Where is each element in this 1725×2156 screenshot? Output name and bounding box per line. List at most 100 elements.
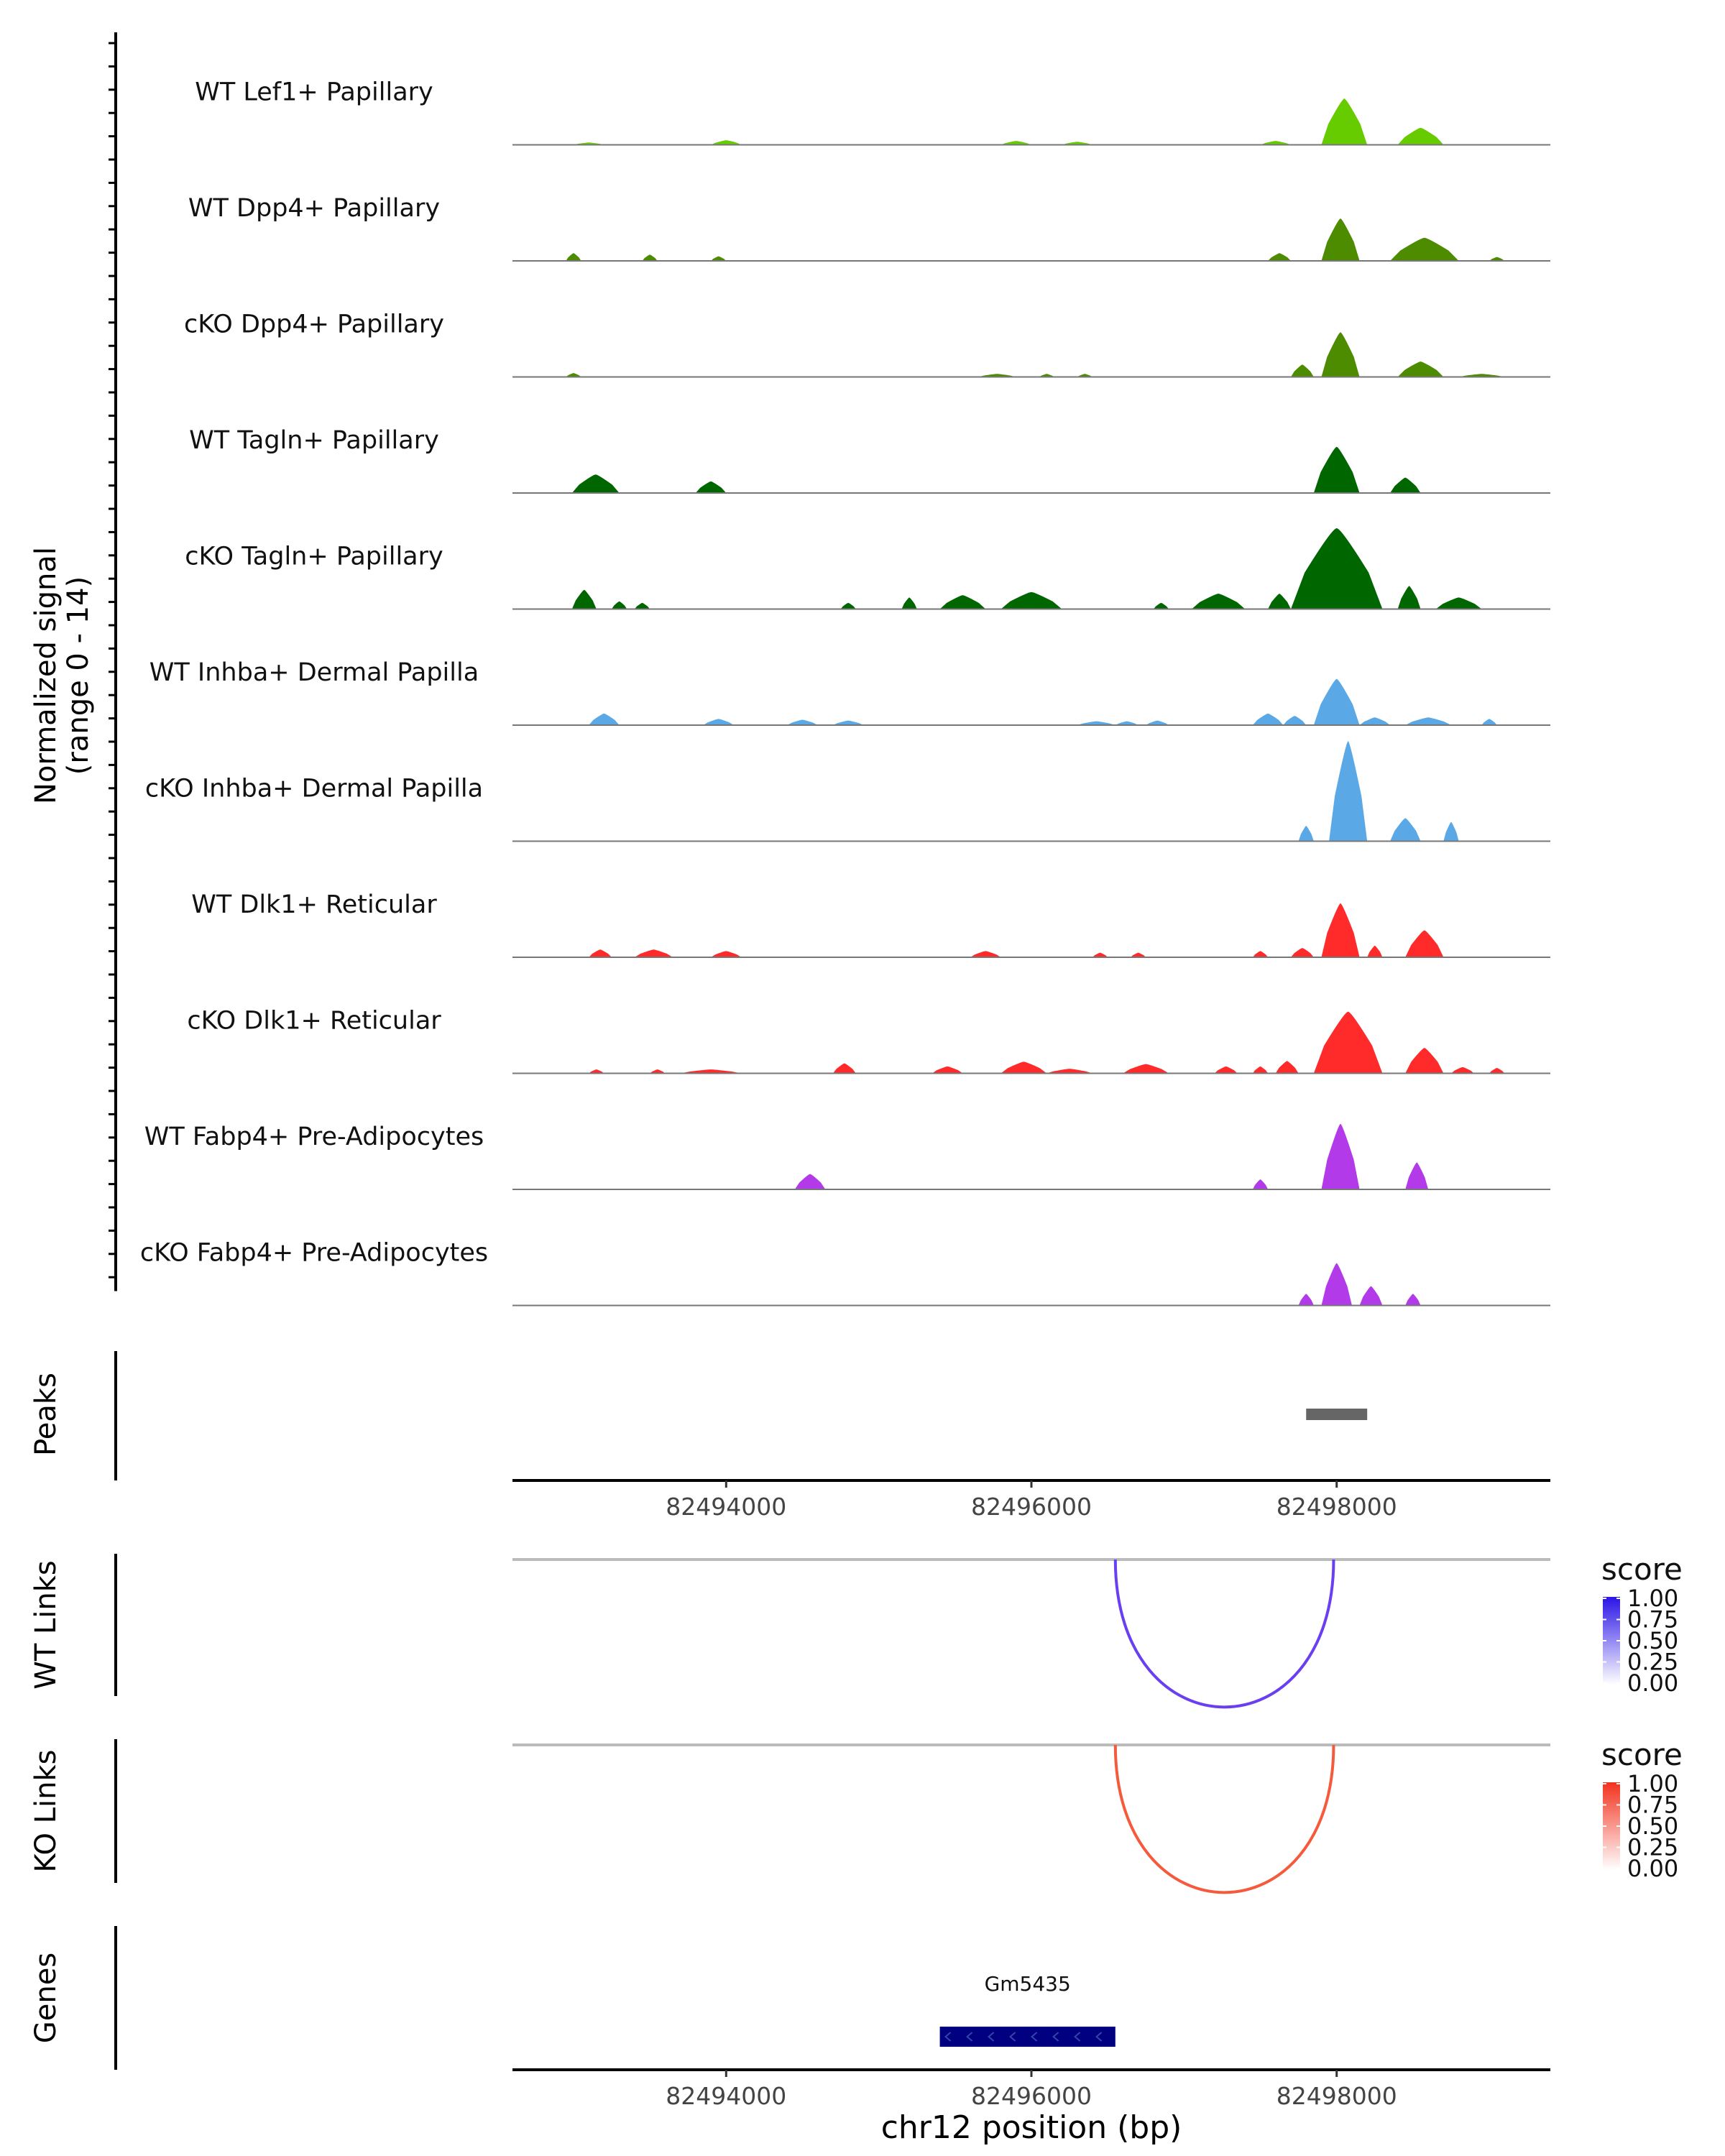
coverage-peak	[1359, 717, 1391, 725]
coverage-peak	[1062, 142, 1092, 145]
coverage-peak	[1397, 361, 1444, 377]
coverage-peak	[1000, 141, 1031, 145]
legend-tick-label: 0.25	[1627, 1834, 1678, 1861]
peaks-x-tick-label: 82496000	[971, 1493, 1092, 1521]
coverage-peak	[695, 481, 727, 493]
coverage-peak	[1489, 257, 1505, 261]
track-label: cKO Dlk1+ Reticular	[187, 1007, 441, 1036]
coverage-peak	[1252, 1066, 1269, 1074]
coverage-y-label-line2: (range 0 - 14)	[62, 576, 95, 775]
link-arc	[1113, 1559, 1335, 1709]
coverage-track: cKO Inhba+ Dermal Papilla	[145, 741, 1550, 842]
coverage-peak	[1321, 218, 1360, 261]
link-track-label: WT Links	[29, 1560, 63, 1689]
legend-tick-label: 0.75	[1627, 1792, 1678, 1819]
genes-panel: Genes Gm5435 82494000 82496000 82498000 chr12…	[29, 1926, 1550, 2146]
gene-strand-arrow	[1074, 2032, 1081, 2042]
coverage-peak	[840, 602, 856, 609]
link-track-label: KO Links	[29, 1750, 63, 1873]
coverage-peak	[1405, 1162, 1429, 1189]
legend-tick-label: 0.25	[1627, 1649, 1678, 1676]
coverage-peak	[1390, 818, 1421, 842]
coverage-peak	[711, 140, 742, 145]
coverage-peak	[566, 253, 581, 261]
genes-label: Genes	[29, 1953, 63, 2043]
gene-strand-arrow	[988, 2032, 995, 2042]
coverage-peak	[1000, 591, 1062, 609]
gene-strand-arrow	[944, 2032, 952, 2042]
coverage-peak	[1313, 446, 1360, 493]
coverage-peak	[589, 1069, 604, 1074]
coverage-peak	[1397, 127, 1444, 145]
peaks-label: Peaks	[29, 1373, 63, 1456]
coverage-peak	[571, 474, 620, 493]
coverage-peak	[1260, 141, 1291, 145]
coverage-track: WT Tagln+ Papillary	[189, 426, 1550, 494]
coverage-peak	[978, 374, 1016, 377]
coverage-peak	[1321, 332, 1360, 377]
coverage-peak	[1313, 678, 1360, 725]
track-label: cKO Fabp4+ Pre-Adipocytes	[140, 1239, 488, 1268]
gene-strand-arrow	[1031, 2032, 1038, 2042]
gene-strand-arrow	[1052, 2032, 1059, 2042]
coverage-peak	[1000, 1061, 1047, 1074]
coverage-peak	[1214, 1066, 1238, 1074]
coverage-peak	[1298, 1294, 1314, 1306]
coverage-track: cKO Dlk1+ Reticular	[187, 1007, 1550, 1074]
coverage-peak	[1443, 821, 1459, 842]
coverage-peak	[1115, 721, 1138, 725]
coverage-track: WT Dlk1+ Reticular	[191, 890, 1550, 958]
coverage-peak	[1435, 597, 1482, 609]
coverage-y-label: Normalized signal(range 0 - 14)	[29, 547, 95, 804]
coverage-peak	[1275, 1061, 1299, 1074]
gene-strand-arrow	[966, 2032, 973, 2042]
coverage-peak	[1252, 1179, 1269, 1189]
coverage-track: cKO Tagln+ Papillary	[185, 528, 1550, 610]
coverage-peak	[1321, 1263, 1352, 1306]
track-label: WT Dpp4+ Papillary	[188, 194, 440, 223]
gene-name: Gm5435	[985, 1972, 1071, 1996]
coverage-peak	[1077, 374, 1092, 377]
coverage-peak	[1268, 253, 1291, 261]
legend-tick-label: 1.00	[1627, 1585, 1678, 1612]
link-arc	[1113, 1744, 1335, 1894]
coverage-peak	[1405, 1294, 1421, 1306]
coverage-peak	[1039, 374, 1054, 377]
coverage-peak	[970, 951, 1001, 957]
coverage-peak	[901, 597, 917, 609]
coverage-peak	[612, 601, 627, 609]
legend-tick-label: 0.50	[1627, 1627, 1678, 1654]
coverage-peak	[680, 1069, 742, 1074]
coverage-track: WT Lef1+ Papillary	[195, 78, 1550, 146]
track-label: WT Dlk1+ Reticular	[191, 890, 437, 919]
track-label: cKO Inhba+ Dermal Papilla	[145, 775, 483, 803]
gene-strand-arrow	[1095, 2032, 1103, 2042]
coverage-peak	[1298, 826, 1314, 842]
coverage-peak	[1191, 594, 1246, 609]
gene-body	[939, 2027, 1116, 2047]
coverage-track: cKO Dpp4+ Papillary	[184, 310, 1550, 378]
legend-tick-label: 0.75	[1627, 1606, 1678, 1634]
peaks-panel: Peaks 82494000 82496000 82498000	[29, 1351, 1550, 1521]
legend-title: score	[1601, 1552, 1683, 1587]
coverage-peak	[1077, 721, 1116, 725]
coverage-peak	[1390, 237, 1459, 261]
genes-x-tick-label: 82494000	[666, 2082, 786, 2110]
coverage-peak	[1291, 948, 1314, 957]
genes-x-tick-label: 82498000	[1276, 2082, 1397, 2110]
coverage-peak	[1321, 98, 1368, 145]
coverage-peak	[711, 951, 742, 957]
coverage-peak	[634, 602, 650, 609]
coverage-track: cKO Fabp4+ Pre-Adipocytes	[140, 1239, 1550, 1307]
coverage-peak	[1123, 1064, 1169, 1074]
coverage-peak	[566, 373, 581, 377]
coverage-peak	[642, 254, 658, 261]
legend-tick-label: 0.50	[1627, 1812, 1678, 1840]
peaks-x-tick-label: 82498000	[1276, 1493, 1397, 1521]
coverage-peak	[1291, 364, 1314, 377]
coverage-peak	[650, 1069, 666, 1074]
coverage-peak	[1367, 945, 1383, 957]
